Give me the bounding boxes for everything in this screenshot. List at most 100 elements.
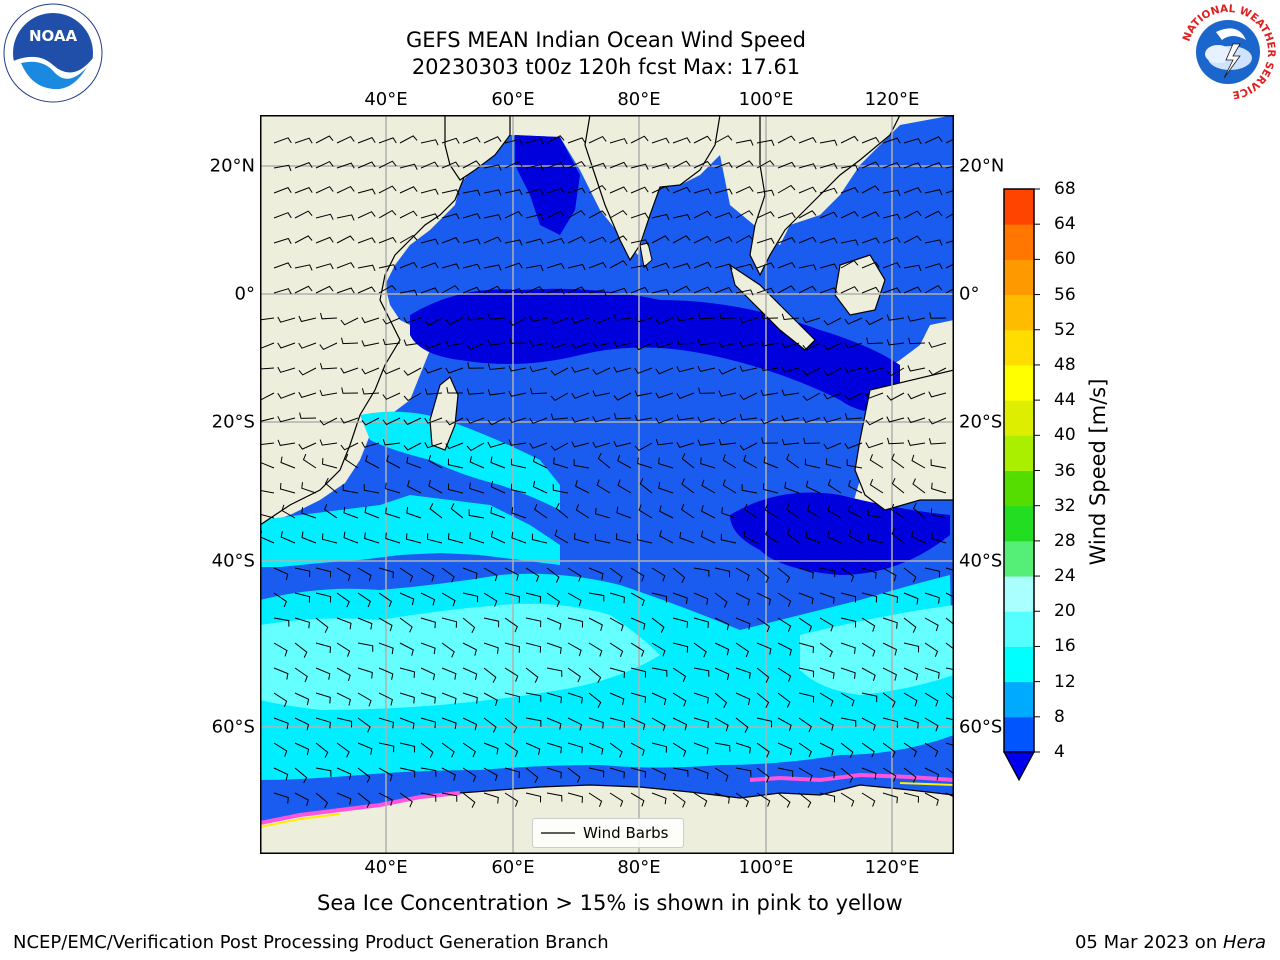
wind-barb [546, 288, 565, 295]
wind-barb [693, 261, 712, 269]
wind-barb [903, 667, 919, 681]
wind-barb [840, 260, 859, 269]
wind-barb [819, 667, 835, 680]
wind-barb [403, 367, 422, 376]
wind-barb [363, 484, 380, 494]
wind-barb [403, 417, 422, 426]
wind-barb [756, 667, 770, 683]
wind-barb [819, 567, 836, 578]
wind-barb [819, 642, 833, 658]
wind-barb [525, 792, 542, 803]
wind-barb [945, 692, 954, 700]
wind-barb [777, 161, 796, 169]
southeast-asia-landmass [749, 115, 901, 277]
wind-barb [466, 388, 485, 395]
wind-barb [399, 135, 418, 144]
wind-barb [315, 742, 329, 758]
wind-barb [504, 239, 523, 246]
wind-barb [763, 456, 779, 469]
wind-barb [420, 262, 439, 269]
wind-barb [739, 442, 758, 451]
colorbar-swatch [1004, 329, 1034, 366]
wind-barb [743, 454, 758, 469]
wind-barb [924, 284, 943, 294]
wind-barb [658, 482, 674, 494]
colorbar-swatch [1004, 611, 1034, 647]
wind-barb [722, 454, 737, 469]
wind-barb [323, 503, 338, 519]
wind-barb [588, 236, 607, 244]
wind-barb [441, 213, 460, 220]
wind-barb [504, 717, 518, 734]
wind-barb [462, 692, 478, 704]
wind-barb [882, 617, 898, 629]
wind-barb [447, 483, 464, 494]
wind-barb [378, 692, 393, 706]
wind-barb [693, 717, 709, 729]
wind-barb [714, 212, 733, 219]
wind-barb [756, 189, 775, 196]
wind-barb [924, 767, 940, 781]
wind-barb [882, 567, 897, 582]
colorbar-swatch [1004, 505, 1034, 542]
wind-barb [798, 717, 812, 733]
wind-barb [567, 187, 586, 194]
wind-barb [613, 392, 632, 401]
lon-label-bottom-80e: 80°E [617, 857, 661, 878]
wind-barb [714, 188, 733, 195]
wind-barb [672, 137, 691, 144]
wind-barb [403, 392, 422, 402]
wind-barb [294, 285, 313, 294]
wind-barb [655, 342, 674, 349]
wind-barb [945, 288, 954, 294]
wind-barb [342, 484, 359, 494]
wind-barb [697, 365, 716, 372]
wind-barb [588, 162, 607, 169]
wind-barb [441, 792, 458, 802]
wind-barb [945, 642, 954, 650]
wind-barb [487, 417, 506, 426]
wind-barb [786, 503, 800, 519]
wind-barb [550, 367, 569, 376]
wind-barb [378, 567, 394, 579]
wind-barb [930, 459, 947, 469]
wind-barb [802, 392, 821, 402]
wind-barb [336, 162, 355, 169]
wind-barb [659, 530, 674, 544]
wind-barb [630, 286, 649, 294]
wind-barb [714, 692, 728, 709]
wind-barb [638, 504, 653, 519]
wind-barb [882, 161, 901, 169]
wind-barb [735, 592, 750, 606]
wind-barb [719, 312, 737, 319]
wind-barb [529, 442, 548, 449]
lat-label-left-60s: 60°S [211, 716, 255, 738]
wind-barb [343, 506, 359, 519]
wind-barb [592, 317, 611, 325]
wind-barb [890, 503, 905, 519]
wind-barb [630, 767, 647, 778]
wind-barb [575, 504, 590, 519]
wind-barb [277, 439, 296, 446]
wind-barb [861, 136, 880, 144]
wind-barb [861, 642, 876, 657]
wind-barb [525, 567, 540, 582]
wind-barb [844, 442, 863, 450]
wind-barb [630, 792, 645, 807]
wind-barb [462, 286, 481, 294]
wind-barb [903, 187, 922, 194]
wind-barb [798, 742, 812, 758]
wind-barb [903, 210, 922, 219]
wind-barb [462, 238, 481, 245]
australia-landmass [854, 369, 954, 511]
wind-barb [903, 642, 920, 653]
wind-barb [676, 392, 695, 400]
wind-barb [260, 417, 275, 422]
footer-date-text: 05 Mar 2023 on [1074, 932, 1223, 953]
wind-barb [365, 455, 380, 469]
wind-barb [420, 692, 436, 704]
wind-barb [447, 533, 464, 544]
wind-barb [567, 210, 586, 219]
wind-barb [861, 592, 878, 603]
wind-barb [609, 235, 628, 244]
